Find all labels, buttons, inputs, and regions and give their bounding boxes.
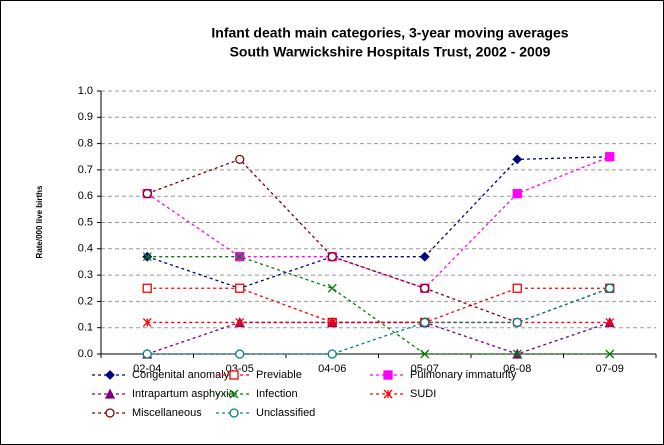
data-point [327,252,337,262]
y-tick-label: 0.7 [78,164,93,176]
data-point [512,349,522,359]
data-point [235,349,245,359]
y-tick-label: 1.0 [78,85,93,97]
series-line [147,287,610,355]
y-tick-label: 0.8 [78,138,93,150]
data-point [419,251,430,262]
data-point [327,349,337,359]
data-point [142,349,152,359]
x-tick-label: 02-04 [133,363,161,375]
data-point [420,317,430,328]
data-point [235,317,245,327]
data-point [512,188,522,199]
y-tick-label: 0.6 [78,190,93,202]
data-point [605,317,615,327]
x-tick-label: 06-08 [503,363,531,375]
data-point [142,283,152,293]
x-tick-label: 04-06 [318,363,346,375]
y-tick-label: 0.4 [78,243,93,255]
data-point [605,283,615,293]
data-point [605,349,615,359]
y-tick-label: 0.9 [78,111,93,123]
data-point [235,283,245,293]
legend-marker [383,370,393,380]
data-point [605,152,615,162]
y-axis-label: Rate/000 live births [35,185,44,258]
data-point [235,154,245,165]
y-tick-label: 0.0 [78,348,93,360]
x-tick-label: 05-07 [411,363,439,375]
chart-subtitle: South Warwickshire Hospitals Trust, 2002… [230,44,551,60]
legend-marker [229,408,239,418]
series-line [146,156,610,289]
legend-label: Congenital anomaly [132,369,230,381]
legend-label: Infection [256,388,298,400]
data-point [142,188,152,199]
chart-title: Infant death main categories, 3-year mov… [211,25,568,41]
series-line [147,321,610,355]
x-tick-label: 07-09 [596,363,624,375]
data-point [512,317,522,328]
y-tick-label: 0.3 [78,269,93,281]
legend-marker [104,388,116,399]
data-point [512,154,523,165]
series-line [147,256,610,355]
data-point [142,252,152,262]
legend-marker [383,389,393,399]
data-point [327,283,337,293]
y-tick-label: 0.2 [78,295,93,307]
data-point [420,283,430,293]
legend-marker [105,408,115,418]
legend-label: Miscellaneous [132,407,202,419]
data-point [512,283,522,293]
legend-marker [105,370,115,380]
legend-label: Unclassified [256,407,315,419]
y-tick-label: 0.5 [78,216,93,228]
y-tick-label: 0.1 [78,322,93,334]
legend-label: SUDI [410,388,436,400]
data-point [327,317,337,327]
legend-marker [229,389,239,399]
legend-label: Intrapartum asphyxia [132,388,236,400]
data-point [420,349,430,359]
series-line [147,156,610,289]
legend-marker [229,370,239,380]
legend-label: Previable [256,369,302,381]
data-point [235,252,245,262]
data-point [142,317,152,327]
series-line [147,287,610,324]
legend-label: Pulmonary immaturity [410,369,517,381]
